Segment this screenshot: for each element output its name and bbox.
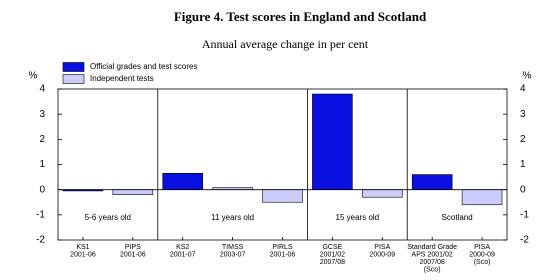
y2-tick-label: 3 [520,109,526,120]
x-tick-label: PISA [374,244,390,251]
x-tick-label: 2001/02 [320,251,345,258]
y-tick-label: -2 [36,235,45,246]
x-tick-label: 2003-07 [220,251,246,258]
y-tick-label: 3 [39,109,45,120]
legend-label: Official grades and test scores [90,62,197,71]
x-tick-label: PIPS [125,244,141,251]
bar [362,189,403,198]
x-tick-label: 2000-09 [469,251,495,258]
bar [411,174,453,190]
chart-title: Figure 4. Test scores in England and Sco… [174,9,427,24]
group-label: Scotland [442,213,473,222]
x-tick-label: 2001-06 [70,251,96,258]
x-tick-label: 2007/08 [420,259,445,266]
bar [112,189,154,196]
x-tick-label: PISA [474,244,490,251]
x-tick-label: APS 2001/02 [412,251,453,258]
y-tick-label: 0 [39,184,45,195]
x-tick-label: 2001-06 [120,251,146,258]
y-tick-label: -1 [36,209,45,220]
x-tick-label: KS2 [176,244,189,251]
x-tick-label: (Sco) [424,266,441,273]
bar [262,189,303,203]
y-tick-label: 1 [39,159,45,170]
x-tick-label: 2001-07 [170,251,196,258]
x-tick-label: (Sco) [474,259,491,266]
y2-tick-label: 0 [520,184,526,195]
bar [162,173,203,190]
x-tick-label: 2001-06 [270,251,296,258]
y2-tick-label: 2 [520,134,526,145]
x-tick-label: Standard Grade [407,244,457,251]
group-label: 15 years old [336,213,380,222]
legend-swatch [62,74,85,84]
group-label: 11 years old [211,213,254,222]
x-tick-label: KS1 [76,244,89,251]
y-tick-label: 4 [39,84,45,95]
y-tick-label: 2 [39,134,45,145]
legend-label: Independent tests [90,74,154,83]
y2-tick-label: -1 [520,209,529,220]
bar [461,189,503,206]
y-axis-label: % [29,71,38,82]
x-tick-label: GCSE [322,244,342,251]
group-label: 5-6 years old [85,213,131,222]
x-tick-label: 2000-09 [369,251,395,258]
bar [312,93,353,190]
x-tick-label: PIRLS [272,244,293,251]
y2-axis-label: % [523,71,532,82]
legend-swatch [62,62,85,72]
y2-tick-label: 4 [520,84,526,95]
x-tick-label: 2007/08 [320,259,345,266]
x-tick-label: TIMSS [222,244,244,251]
y2-tick-label: 1 [520,159,526,170]
y2-tick-label: -2 [520,235,529,246]
chart-subtitle: Annual average change in per cent [202,37,369,51]
